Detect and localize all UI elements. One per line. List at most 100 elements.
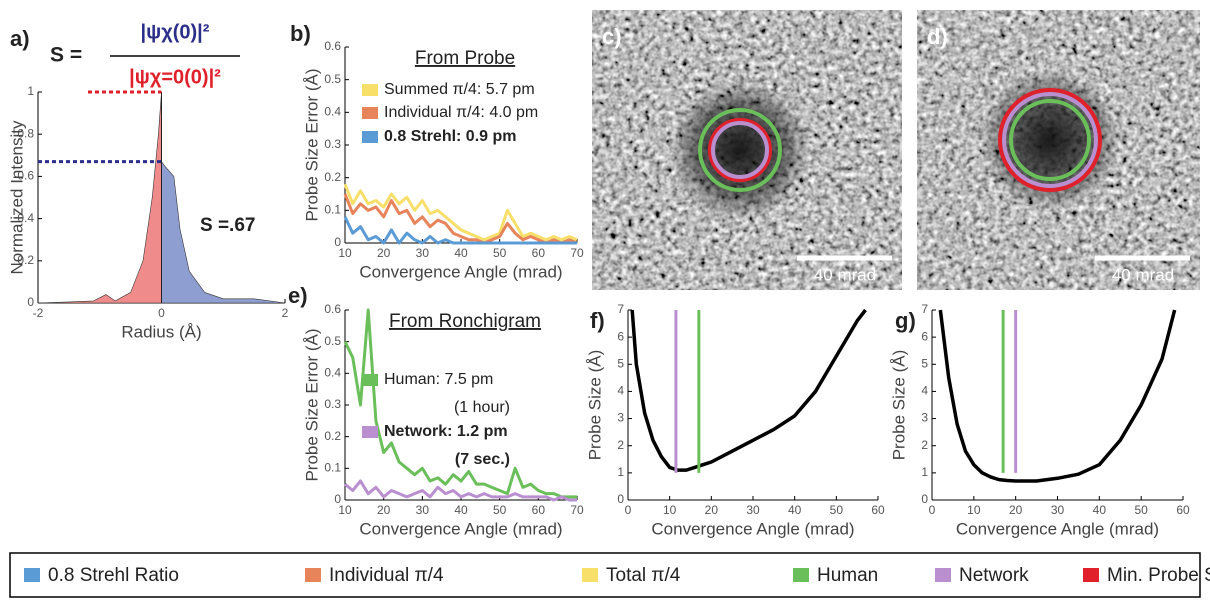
- y-tick-label: 0: [334, 235, 341, 249]
- y-tick-label: 4: [921, 384, 928, 398]
- formula-numerator: |ψχ(0)|²: [141, 21, 210, 43]
- panel-label: e): [288, 283, 308, 308]
- x-tick-label: 20: [1009, 503, 1023, 517]
- y-tick-label: 0.4: [324, 105, 341, 119]
- x-axis-label: Convergence Angle (mrad): [359, 519, 562, 538]
- x-tick-label: 30: [416, 246, 430, 260]
- y-tick-label: 0.4: [324, 366, 341, 380]
- legend-label: Individual π/4: [329, 565, 444, 586]
- y-tick-label: 0: [334, 492, 341, 506]
- y-tick-label: 0.3: [324, 397, 341, 411]
- area: [161, 161, 286, 304]
- panel-label: f): [590, 308, 605, 333]
- y-tick-label: 0.1: [324, 203, 341, 217]
- panel-title: From Ronchigram: [389, 311, 541, 332]
- x-tick-label: 10: [338, 503, 352, 517]
- ring: [698, 108, 782, 192]
- y-tick-label: 3: [921, 411, 928, 425]
- line: [630, 308, 867, 472]
- x-tick-label: 40: [1093, 503, 1107, 517]
- x-tick-label: 0: [625, 503, 632, 517]
- scale-bar-label: 40 mrad: [1112, 265, 1174, 284]
- y-tick-label: 7: [921, 302, 928, 316]
- line: [343, 308, 577, 499]
- panel-label: b): [290, 21, 311, 46]
- x-tick-label: 60: [532, 503, 546, 517]
- y-tick-label: 6: [617, 329, 624, 343]
- x-tick-label: 40: [788, 503, 802, 517]
- y-tick-label: 0.2: [324, 429, 341, 443]
- x-tick-label: 50: [830, 503, 844, 517]
- x-tick-label: 20: [705, 503, 719, 517]
- y-tick-label: 0: [921, 492, 928, 506]
- x-tick-label: 0: [929, 503, 936, 517]
- x-tick-label: 30: [1051, 503, 1065, 517]
- y-tick-label: 0.2: [17, 253, 34, 267]
- legend-swatch: [362, 84, 378, 96]
- y-tick-label: 0.8: [17, 126, 34, 140]
- y-tick-label: 0.4: [17, 211, 34, 225]
- y-tick-label: 0.6: [17, 169, 34, 183]
- legend-label: Total π/4: [606, 565, 681, 586]
- y-tick-label: 4: [617, 384, 624, 398]
- panel-label: a): [10, 26, 30, 51]
- formula-lhs: S =: [50, 44, 82, 67]
- legend-label: 0.8 Strehl: 0.9 pm: [384, 128, 517, 145]
- y-tick-label: 2: [921, 438, 928, 452]
- legend-swatch: [362, 426, 378, 438]
- x-axis-label: Convergence Angle (mrad): [651, 519, 854, 538]
- y-tick-label: 1: [617, 465, 624, 479]
- y-axis-label: Probe Size (Å): [889, 350, 908, 461]
- x-tick-label: 40: [454, 246, 468, 260]
- line: [938, 309, 1177, 483]
- y-tick-label: 0.5: [324, 72, 341, 86]
- formula-denominator: |ψχ=0(0)|²: [129, 66, 221, 88]
- x-tick-label: 40: [454, 503, 468, 517]
- dark-center: [670, 80, 810, 220]
- x-tick-label: 10: [663, 503, 677, 517]
- annotation: S =.67: [200, 215, 255, 236]
- y-tick-label: 2: [617, 438, 624, 452]
- y-tick-label: 0.5: [324, 334, 341, 348]
- x-tick-label: 60: [532, 246, 546, 260]
- x-tick-label: 20: [377, 246, 391, 260]
- x-tick-label: 50: [493, 246, 507, 260]
- ring: [708, 118, 772, 182]
- x-axis-label: Radius (Å): [121, 322, 201, 341]
- legend-label: 0.8 Strehl Ratio: [48, 565, 179, 586]
- x-tick-label: 10: [967, 503, 981, 517]
- legend-swatch: [935, 568, 951, 582]
- y-tick-label: 0.1: [324, 461, 341, 475]
- y-tick-label: 0.6: [324, 302, 341, 316]
- x-axis-label: Convergence Angle (mrad): [359, 262, 562, 281]
- y-axis-label: Normalized Intensity: [7, 120, 26, 275]
- ring: [998, 88, 1102, 192]
- area: [37, 91, 162, 304]
- y-tick-label: 0.6: [324, 39, 341, 53]
- line: [344, 479, 577, 502]
- panel-title: From Probe: [415, 48, 515, 69]
- y-tick-label: 0.2: [324, 170, 341, 184]
- line: [343, 216, 577, 245]
- y-tick-label: 6: [921, 329, 928, 343]
- legend-swatch: [24, 568, 40, 582]
- x-tick-label: 0: [158, 306, 165, 320]
- x-tick-label: 20: [377, 503, 391, 517]
- x-tick-label: 2: [282, 306, 289, 320]
- y-tick-label: 1: [921, 465, 928, 479]
- legend-swatch: [305, 568, 321, 582]
- legend-swatch: [1083, 568, 1099, 582]
- legend-note: (7 sec.): [455, 451, 510, 468]
- y-axis-label: Probe Size Error (Å): [302, 328, 321, 481]
- legend-swatch: [793, 568, 809, 582]
- panel-label: c): [602, 24, 622, 49]
- y-tick-label: 5: [921, 356, 928, 370]
- x-tick-label: 10: [338, 246, 352, 260]
- y-tick-label: 1: [27, 84, 34, 98]
- x-tick-label: 30: [416, 503, 430, 517]
- x-axis-label: Convergence Angle (mrad): [956, 519, 1159, 538]
- legend-label: Individual π/4: 4.0 pm: [384, 104, 538, 121]
- x-tick-label: 70: [570, 246, 584, 260]
- y-tick-label: 0.3: [324, 137, 341, 151]
